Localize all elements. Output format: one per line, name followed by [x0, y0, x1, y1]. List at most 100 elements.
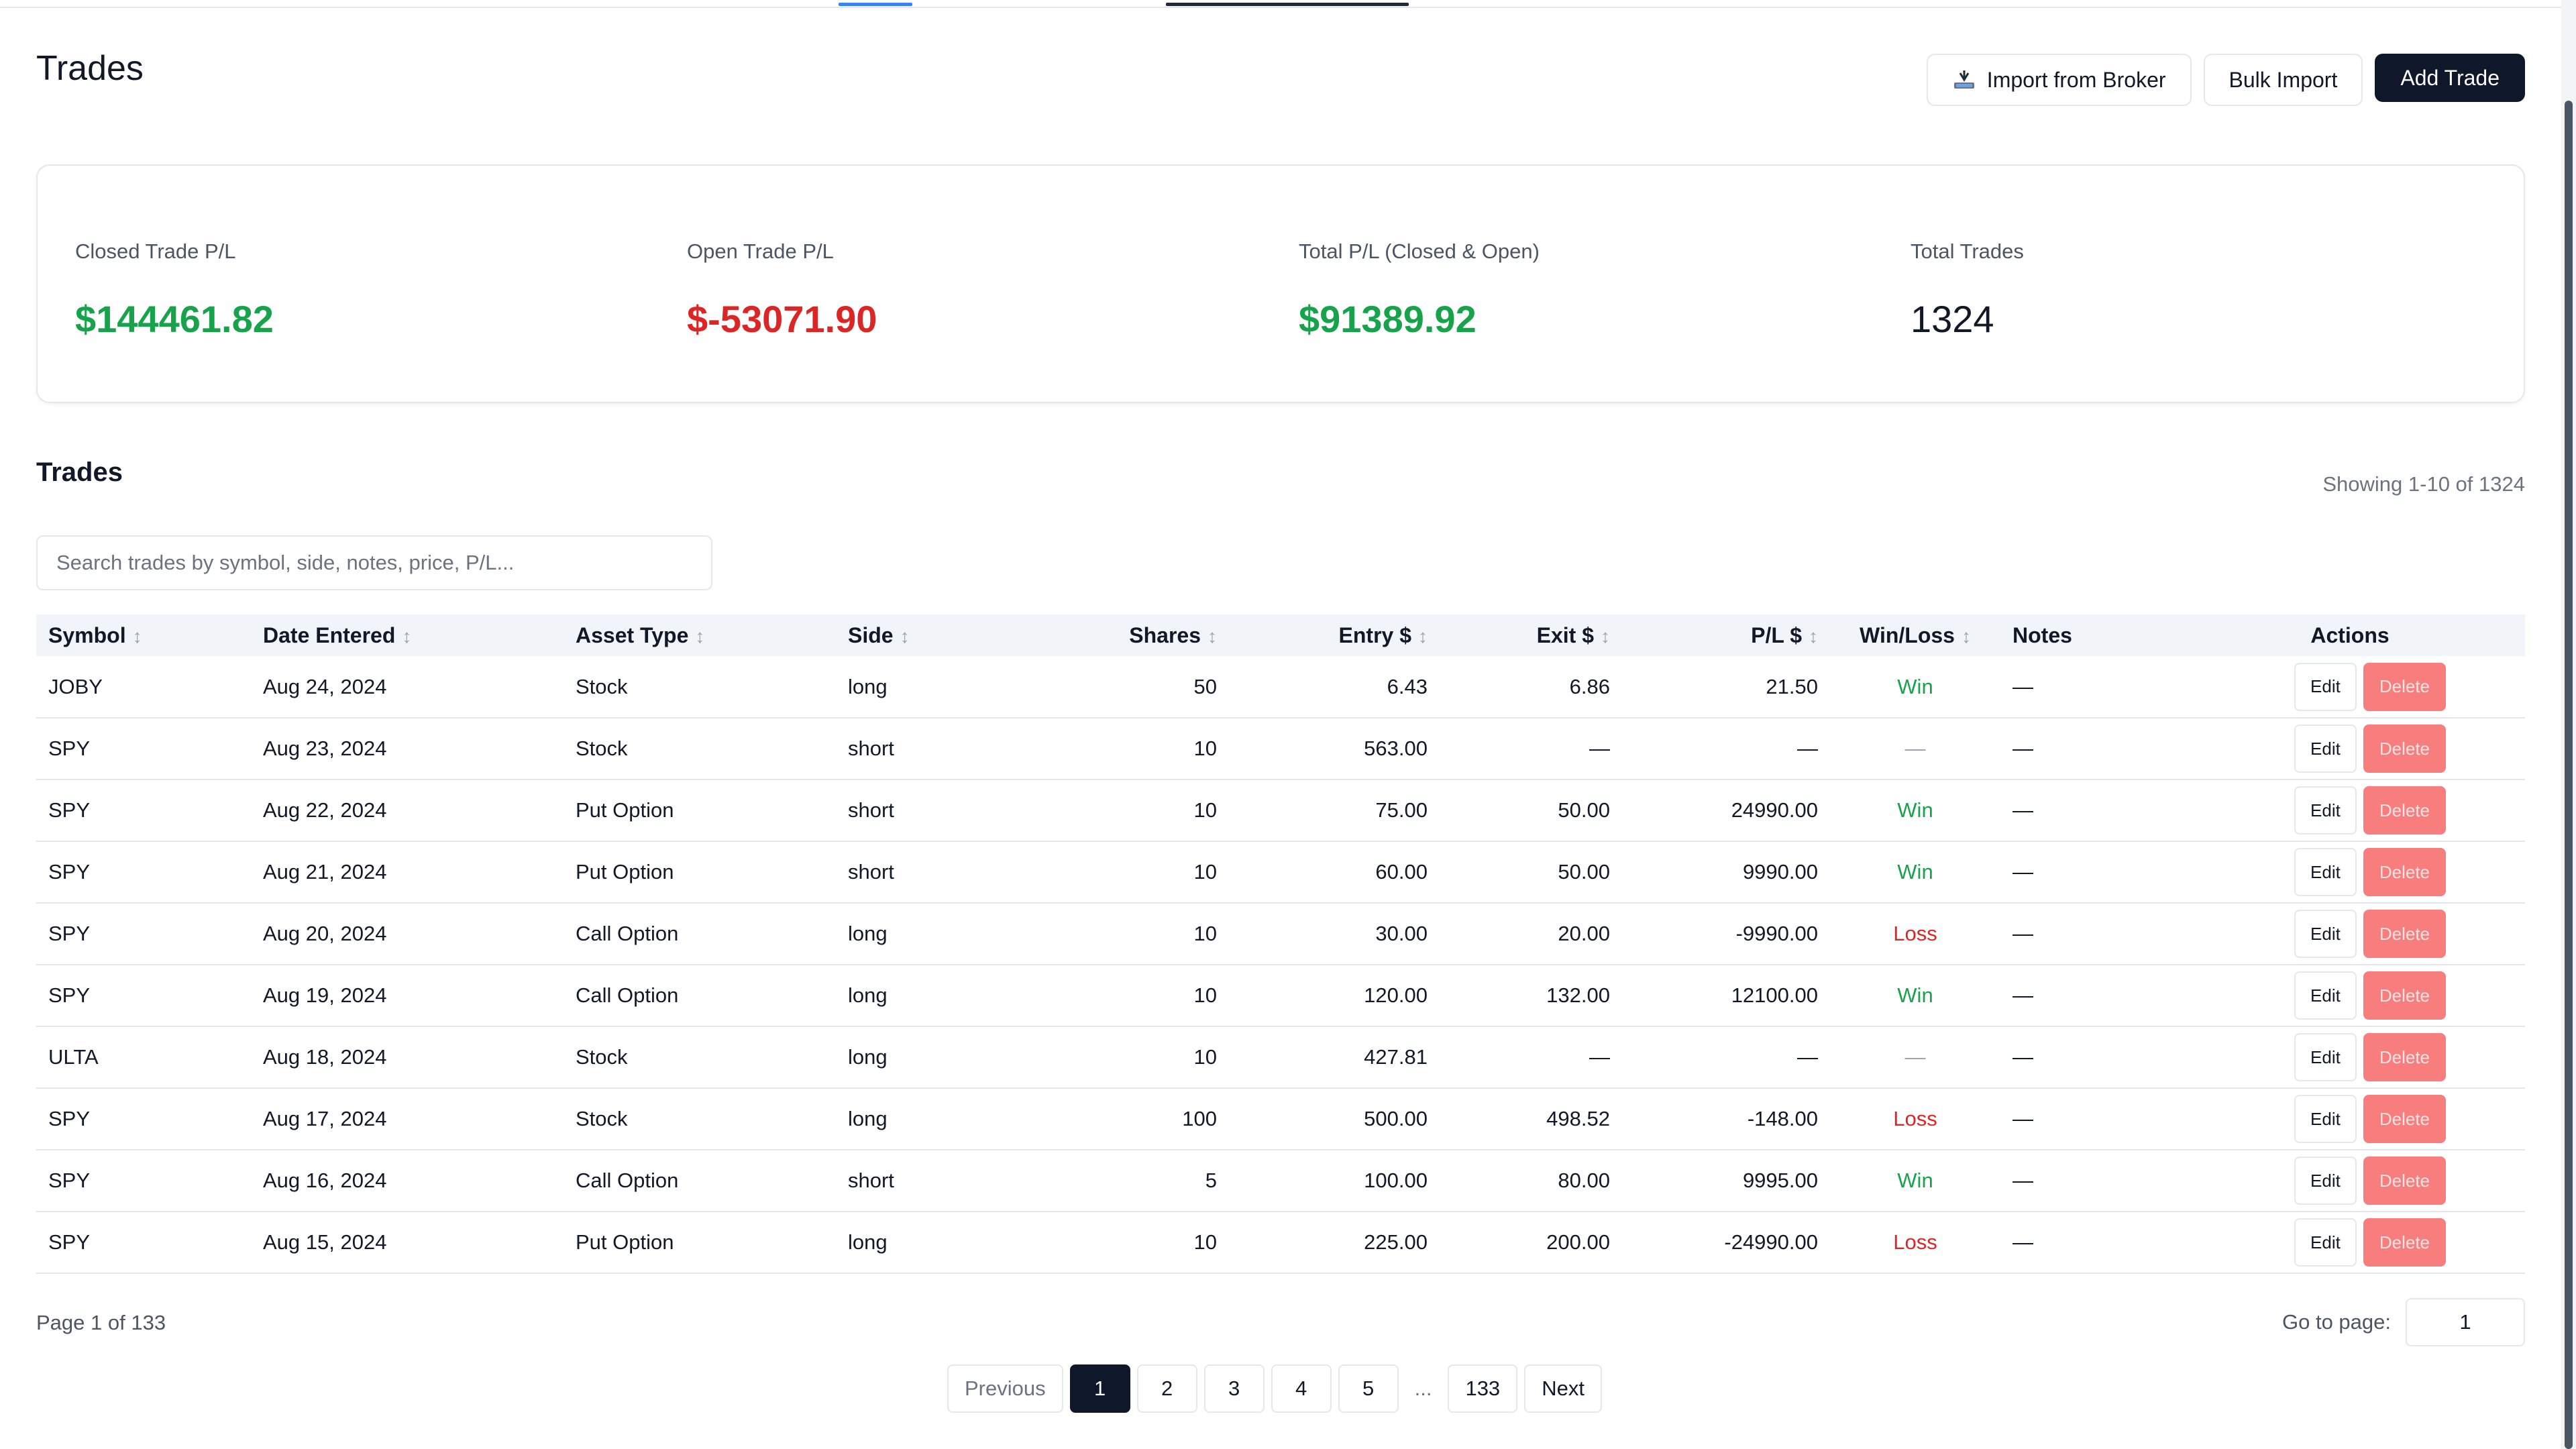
total-trades-value: 1324 [1911, 298, 1994, 340]
edit-trade-button[interactable]: Edit [2294, 1095, 2357, 1143]
sort-icon: ↕ [1809, 625, 1818, 647]
symbol-cell: SPY [48, 798, 91, 822]
sort-icon: ↕ [1208, 625, 1217, 647]
win-loss-cell: Win [1830, 965, 2000, 1026]
table-row: SPY Aug 16, 2024 Call Option short 5 100.00 80… [36, 1150, 2525, 1212]
sort-icon: ↕ [695, 625, 705, 647]
col-symbol[interactable]: Symbol ↕ [48, 623, 142, 647]
table-row: SPY Aug 21, 2024 Put Option short 10 60.00 50.… [36, 841, 2525, 903]
top-navigation [0, 0, 2561, 8]
sort-icon: ↕ [402, 625, 412, 647]
pagination-ellipsis: ... [1414, 1377, 1432, 1400]
date-cell: Aug 24, 2024 [263, 674, 387, 698]
delete-trade-button[interactable]: Delete [2363, 1095, 2446, 1143]
win-loss-badge: Win [1897, 674, 1933, 698]
header-actions: Import from Broker Bulk Import Add Trade [1926, 54, 2525, 106]
win-loss-badge: Loss [1893, 1230, 1937, 1254]
exit-cell: 50.00 [1558, 798, 1610, 822]
page-scrollbar[interactable] [2561, 0, 2576, 1449]
total-pl-label: Total P/L (Closed & Open) [1299, 239, 1540, 263]
col-side[interactable]: Side ↕ [848, 623, 910, 647]
col-exit-price[interactable]: Exit $ ↕ [1536, 623, 1610, 647]
actions-cell: Edit Delete [2175, 965, 2525, 1026]
page-button[interactable]: 3 [1203, 1364, 1265, 1413]
total-trades-label: Total Trades [1911, 239, 2024, 263]
col-pl[interactable]: P/L $ ↕ [1751, 623, 1818, 647]
pl-cell: -24990.00 [1724, 1230, 1818, 1254]
edit-trade-button[interactable]: Edit [2294, 1218, 2357, 1267]
broker-import-icon [1952, 69, 1976, 91]
col-entry-price[interactable]: Entry $ ↕ [1338, 623, 1428, 647]
delete-trade-button[interactable]: Delete [2363, 910, 2446, 958]
page-button[interactable]: 1 [1069, 1364, 1130, 1413]
delete-trade-button[interactable]: Delete [2363, 1033, 2446, 1081]
shares-cell: 10 [1193, 1230, 1217, 1254]
side-cell: long [848, 922, 888, 945]
notes-cell: — [2012, 860, 2033, 883]
win-loss-cell: Win [1830, 780, 2000, 841]
add-trade-button[interactable]: Add Trade [2375, 54, 2525, 102]
actions-cell: Edit Delete [2175, 841, 2525, 903]
asset-type-cell: Put Option [576, 860, 674, 883]
pagination: Previous 1 2 3 4 5... 133 Next [947, 1364, 1602, 1413]
edit-trade-button[interactable]: Edit [2294, 1033, 2357, 1081]
date-cell: Aug 18, 2024 [263, 1045, 387, 1069]
shares-cell: 10 [1193, 737, 1217, 760]
edit-trade-button[interactable]: Edit [2294, 971, 2357, 1020]
table-header-row: Symbol ↕ Date Entered ↕ Asset Type ↕ Side ↕ … [36, 614, 2525, 656]
date-cell: Aug 23, 2024 [263, 737, 387, 760]
go-to-page-label: Go to page: [2282, 1310, 2391, 1334]
col-win-loss[interactable]: Win/Loss ↕ [1860, 623, 1971, 647]
pl-cell: 24990.00 [1731, 798, 1818, 822]
previous-page-button[interactable]: Previous [947, 1364, 1063, 1413]
col-date-entered[interactable]: Date Entered ↕ [263, 623, 412, 647]
win-loss-cell: Win [1830, 1150, 2000, 1212]
edit-trade-button[interactable]: Edit [2294, 1157, 2357, 1205]
win-loss-cell: Win [1830, 656, 2000, 718]
total-pl-value: $91389.92 [1299, 298, 1477, 340]
exit-cell: — [1589, 1045, 1610, 1069]
entry-cell: 60.00 [1375, 860, 1428, 883]
edit-trade-button[interactable]: Edit [2294, 910, 2357, 958]
symbol-cell: SPY [48, 1107, 91, 1130]
symbol-cell: SPY [48, 1230, 91, 1254]
delete-trade-button[interactable]: Delete [2363, 1157, 2446, 1205]
bulk-import-button[interactable]: Bulk Import [2203, 54, 2363, 106]
pl-cell: — [1797, 1045, 1818, 1069]
delete-trade-button[interactable]: Delete [2363, 662, 2446, 711]
edit-trade-button[interactable]: Edit [2294, 662, 2357, 711]
actions-cell: Edit Delete [2175, 780, 2525, 841]
next-page-button[interactable]: Next [1524, 1364, 1602, 1413]
shares-cell: 10 [1193, 983, 1217, 1007]
col-asset-type[interactable]: Asset Type ↕ [576, 623, 705, 647]
notes-cell: — [2012, 798, 2033, 822]
last-page-button[interactable]: 133 [1448, 1364, 1518, 1413]
col-shares[interactable]: Shares ↕ [1129, 623, 1217, 647]
page-button[interactable]: 2 [1136, 1364, 1197, 1413]
exit-cell: 20.00 [1558, 922, 1610, 945]
asset-type-cell: Stock [576, 1045, 628, 1069]
win-loss-badge: Win [1897, 860, 1933, 883]
win-loss-badge: Win [1897, 1169, 1933, 1192]
actions-cell: Edit Delete [2175, 1150, 2525, 1212]
delete-trade-button[interactable]: Delete [2363, 971, 2446, 1020]
delete-trade-button[interactable]: Delete [2363, 1218, 2446, 1267]
go-to-page-input[interactable] [2406, 1298, 2525, 1346]
table-row: SPY Aug 23, 2024 Stock short 10 563.00 — — — — Edi… [36, 718, 2525, 780]
go-to-page: Go to page: [2282, 1298, 2525, 1346]
import-from-broker-button[interactable]: Import from Broker [1926, 54, 2192, 106]
delete-trade-button[interactable]: Delete [2363, 848, 2446, 896]
search-trades-input[interactable] [36, 535, 712, 590]
table-row: SPY Aug 20, 2024 Call Option long 10 30.00 20.… [36, 903, 2525, 965]
delete-trade-button[interactable]: Delete [2363, 724, 2446, 773]
asset-type-cell: Stock [576, 1107, 628, 1130]
delete-trade-button[interactable]: Delete [2363, 786, 2446, 835]
edit-trade-button[interactable]: Edit [2294, 786, 2357, 835]
entry-cell: 100.00 [1364, 1169, 1428, 1192]
edit-trade-button[interactable]: Edit [2294, 848, 2357, 896]
date-cell: Aug 16, 2024 [263, 1169, 387, 1192]
scrollbar-thumb[interactable] [2565, 101, 2573, 1449]
edit-trade-button[interactable]: Edit [2294, 724, 2357, 773]
page-button[interactable]: 5 [1338, 1364, 1399, 1413]
page-button[interactable]: 4 [1271, 1364, 1332, 1413]
